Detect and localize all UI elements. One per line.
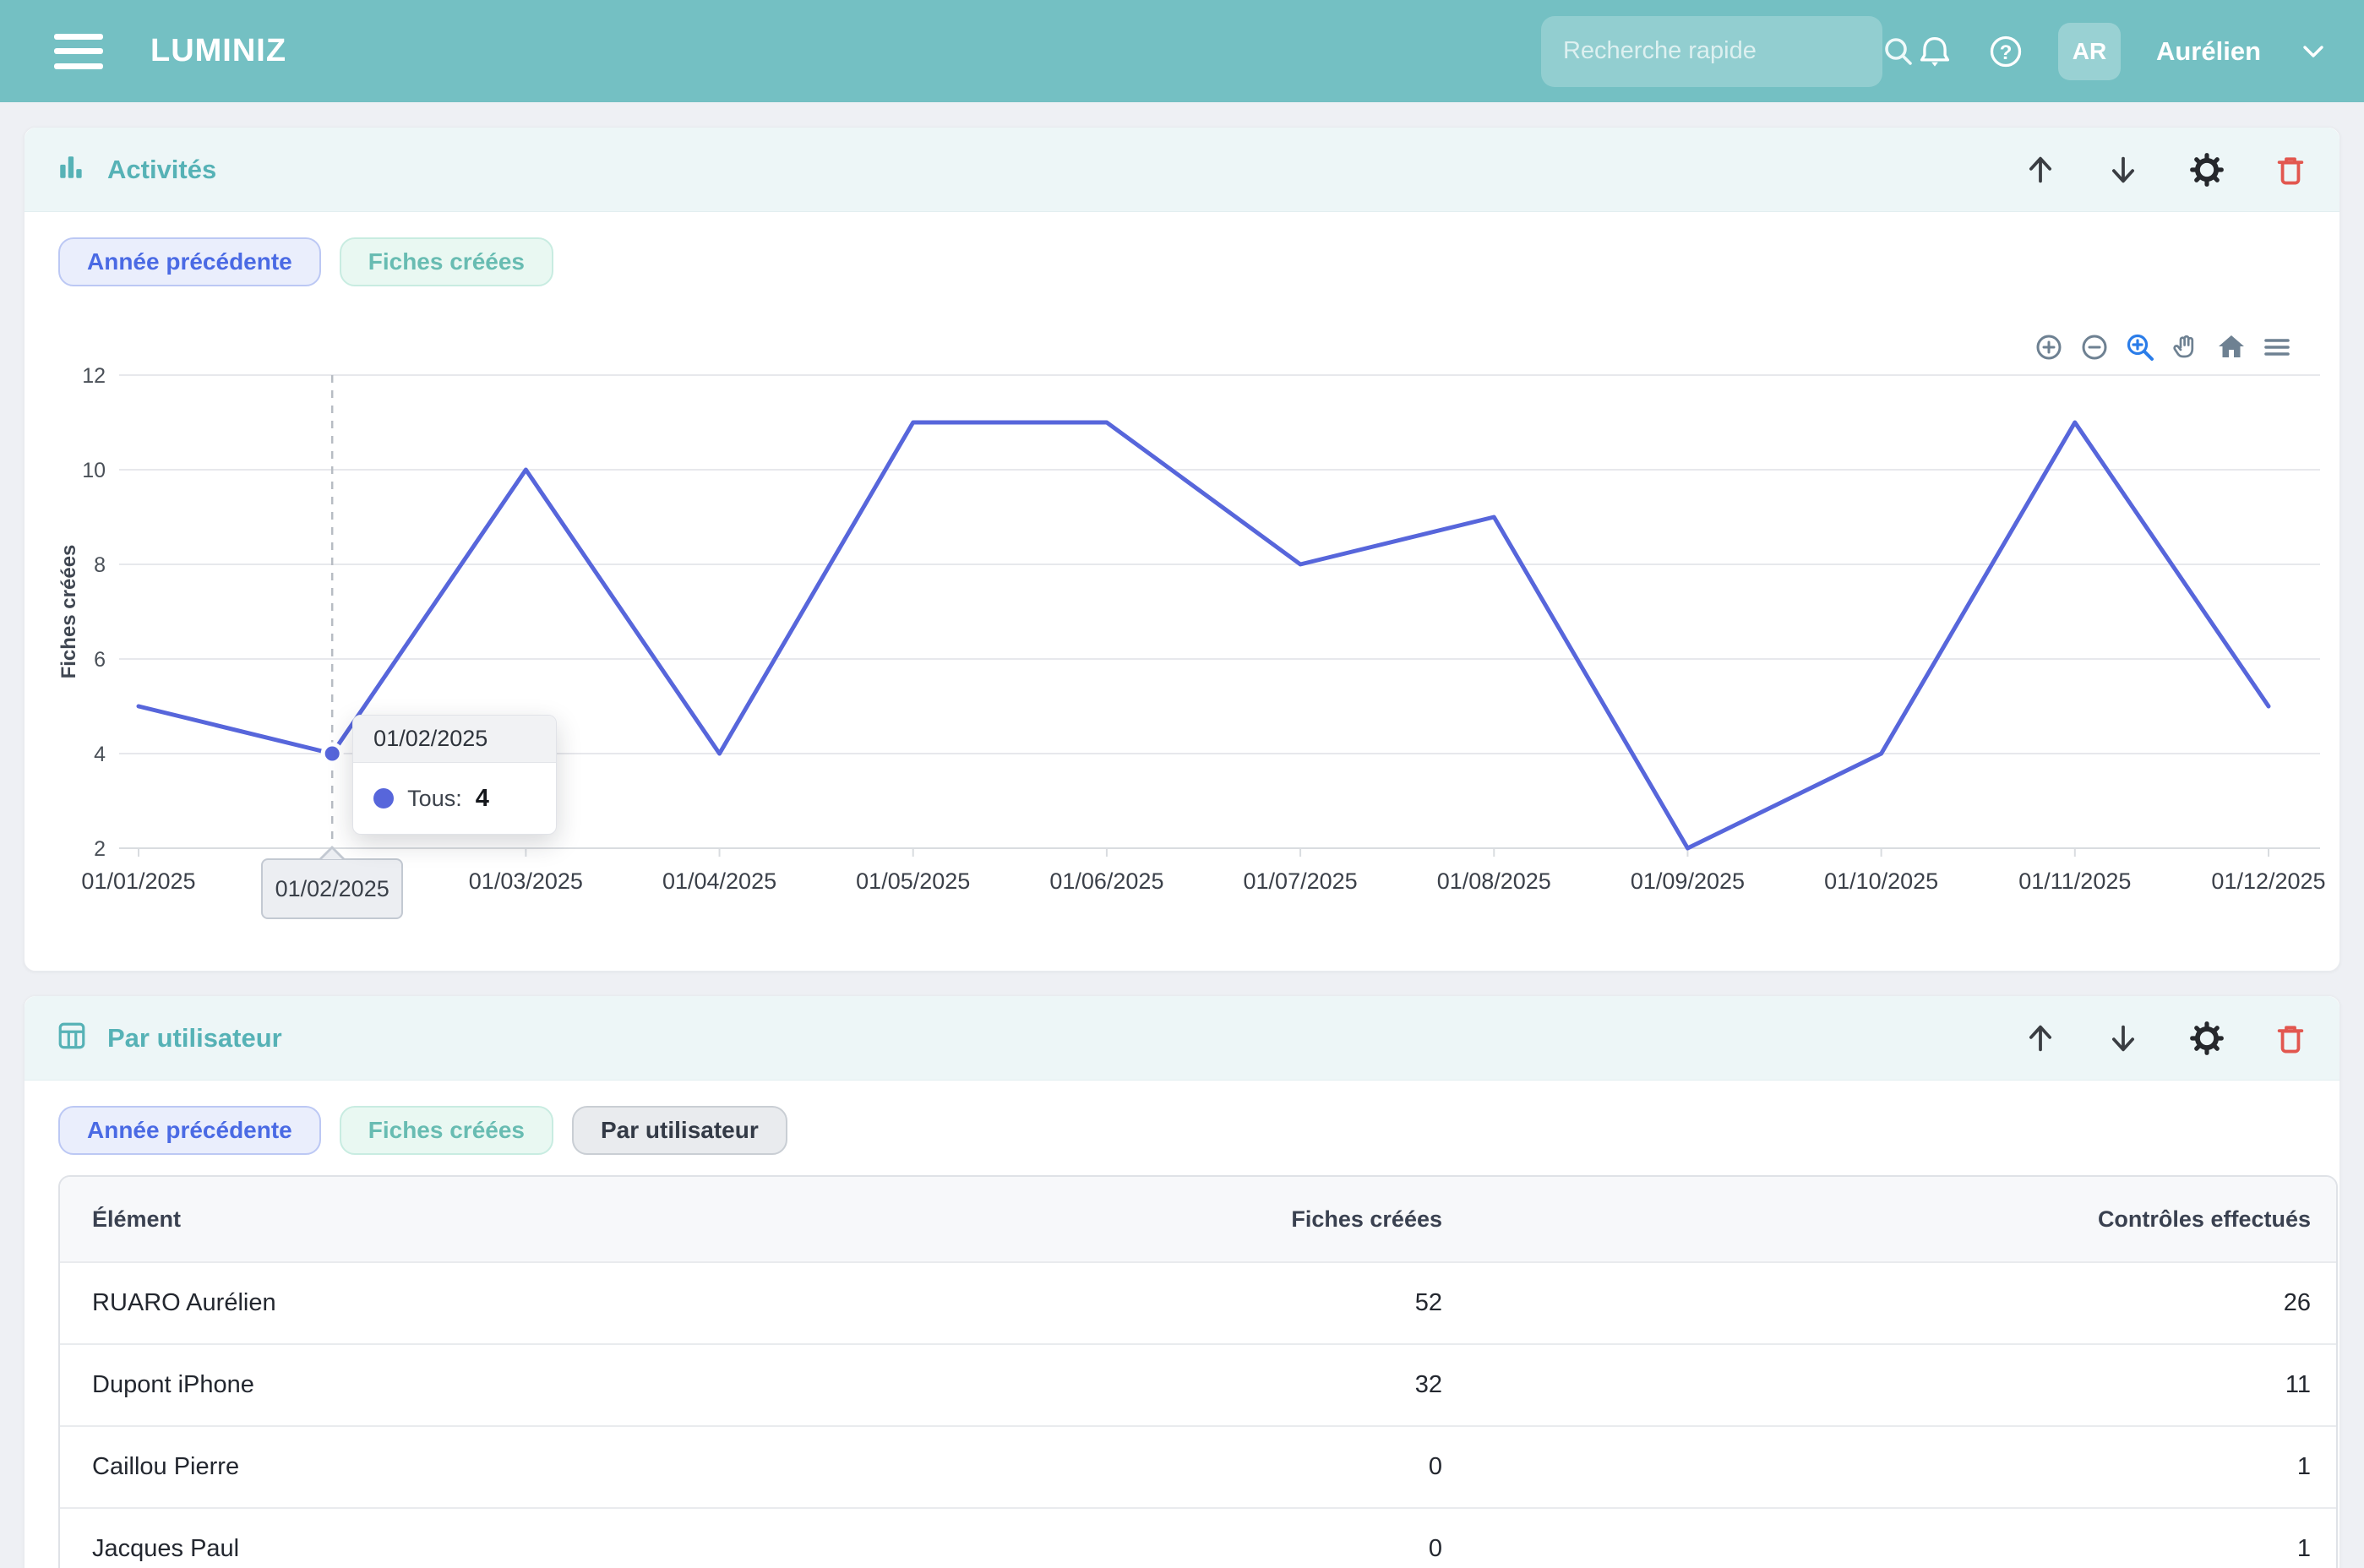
move-down-icon[interactable] bbox=[2106, 153, 2140, 187]
table-row: Caillou Pierre 0 1 bbox=[60, 1425, 2336, 1507]
zoom-in-icon[interactable] bbox=[2034, 332, 2064, 362]
activities-card: Activités bbox=[24, 127, 2340, 972]
user-name-cell: Jacques Paul bbox=[92, 1535, 240, 1562]
table-header-cell: Contrôles effectués bbox=[2097, 1206, 2311, 1232]
per-user-table: Élément Fiches créées Contrôles effectués R… bbox=[58, 1175, 2338, 1568]
search-input[interactable] bbox=[1562, 37, 1882, 65]
y-tick-label: 2 bbox=[94, 837, 106, 861]
x-tick-label: 01/08/2025 bbox=[1437, 868, 1551, 894]
table-row: Dupont iPhone 32 11 bbox=[60, 1343, 2336, 1425]
search-icon[interactable] bbox=[1882, 35, 1915, 68]
delete-trash-icon[interactable] bbox=[2274, 1021, 2307, 1055]
value-cell: 11 bbox=[2285, 1371, 2311, 1398]
x-tick-label: 01/12/2025 bbox=[2211, 868, 2325, 894]
zoom-out-icon[interactable] bbox=[2079, 332, 2110, 362]
move-up-icon[interactable] bbox=[2024, 153, 2057, 187]
y-tick-label: 6 bbox=[94, 648, 106, 672]
y-tick-label: 12 bbox=[82, 367, 106, 388]
hamburger-menu-icon[interactable] bbox=[54, 33, 103, 69]
filter-chip[interactable]: Par utilisateur bbox=[572, 1106, 787, 1155]
x-tick-label: 01/04/2025 bbox=[662, 868, 776, 894]
brand-logo: LUMINIZ bbox=[150, 33, 287, 68]
per-user-filter-chips: Année précédente Fiches créées Par utilisa… bbox=[58, 1106, 2339, 1155]
chart-menu-icon[interactable] bbox=[2262, 332, 2292, 362]
user-name[interactable]: Aurélien bbox=[2155, 35, 2261, 66]
y-tick-label: 4 bbox=[94, 743, 106, 766]
activities-card-header: Activités bbox=[25, 128, 2339, 212]
x-tick-label: 01/07/2025 bbox=[1244, 868, 1358, 894]
move-down-icon[interactable] bbox=[2106, 1021, 2140, 1055]
data-point-marker[interactable] bbox=[320, 742, 344, 765]
move-up-icon[interactable] bbox=[2024, 1021, 2057, 1055]
series-line bbox=[136, 420, 2271, 851]
user-name-cell: Dupont iPhone bbox=[92, 1371, 254, 1398]
tooltip-series-label: Tous: bbox=[407, 785, 462, 811]
home-reset-icon[interactable] bbox=[2216, 332, 2247, 362]
navbar-right: ? AR Aurélien bbox=[1540, 15, 2327, 87]
chevron-down-icon[interactable] bbox=[2300, 42, 2327, 61]
table-row: Jacques Paul 0 1 bbox=[60, 1507, 2336, 1568]
x-tick-label: 01/03/2025 bbox=[469, 868, 583, 894]
chart-canvas[interactable]: 2 4 6 8 10 12 01/01/2025 01/02/2025 01/03/2025 01… bbox=[57, 364, 2355, 934]
svg-text:?: ? bbox=[2000, 41, 2013, 63]
x-tick-label: 01/11/2025 bbox=[2018, 868, 2131, 894]
value-cell: 0 bbox=[1428, 1535, 1442, 1562]
user-name-cell: Caillou Pierre bbox=[92, 1453, 240, 1480]
top-navbar: LUMINIZ ? AR Aurélien bbox=[0, 0, 2364, 102]
y-axis-title: Fiches créées bbox=[58, 545, 80, 679]
avatar[interactable]: AR bbox=[2057, 22, 2121, 80]
x-tick-label: 01/01/2025 bbox=[81, 868, 195, 894]
card-actions bbox=[2024, 1021, 2307, 1056]
tooltip-body: Tous: 4 bbox=[353, 763, 556, 834]
value-cell: 52 bbox=[1414, 1289, 1442, 1316]
per-user-card-header: Par utilisateur bbox=[25, 996, 2339, 1081]
tooltip-value: 4 bbox=[475, 784, 489, 812]
x-tick-label: 01/09/2025 bbox=[1631, 868, 1745, 894]
quick-search[interactable] bbox=[1540, 15, 1912, 87]
tooltip-date: 01/02/2025 bbox=[353, 716, 557, 763]
x-tick-label: 01/05/2025 bbox=[856, 868, 970, 894]
user-name-cell: RUARO Aurélien bbox=[92, 1289, 276, 1316]
filter-chip[interactable]: Année précédente bbox=[58, 237, 321, 286]
filter-chip[interactable]: Année précédente bbox=[58, 1106, 321, 1155]
card-actions bbox=[2024, 152, 2307, 188]
selection-zoom-icon[interactable] bbox=[2125, 332, 2155, 362]
notifications-bell-icon[interactable] bbox=[1916, 33, 1953, 70]
chart-toolbar bbox=[2034, 332, 2292, 362]
table-header-cell: Fiches créées bbox=[1291, 1206, 1442, 1232]
settings-gear-icon[interactable] bbox=[2189, 1021, 2225, 1056]
table-row: RUARO Aurélien 52 26 bbox=[60, 1261, 2336, 1343]
bar-chart-icon bbox=[57, 152, 87, 187]
delete-trash-icon[interactable] bbox=[2274, 153, 2307, 187]
value-cell: 32 bbox=[1414, 1371, 1442, 1398]
value-cell: 1 bbox=[2296, 1535, 2311, 1562]
settings-gear-icon[interactable] bbox=[2189, 152, 2225, 188]
series-marker-dot bbox=[373, 788, 395, 808]
pan-hand-icon[interactable] bbox=[2171, 332, 2201, 362]
value-cell: 0 bbox=[1428, 1453, 1442, 1480]
value-cell: 1 bbox=[2296, 1453, 2311, 1480]
line-chart[interactable]: 2 4 6 8 10 12 01/01/2025 01/02/2025 01/03/2025 01… bbox=[57, 364, 2355, 934]
table-header-cell: Élément bbox=[92, 1206, 182, 1232]
per-user-card: Par utilisateur bbox=[24, 995, 2340, 1568]
xaxis-tooltip: 01/02/2025 bbox=[261, 846, 404, 919]
activities-filter-chips: Année précédente Fiches créées bbox=[58, 237, 2339, 286]
chart-tooltip: 01/02/2025 Tous: 4 bbox=[352, 715, 558, 835]
table-header-row: Élément Fiches créées Contrôles effectués bbox=[60, 1177, 2336, 1261]
card-title: Activités bbox=[107, 154, 217, 184]
value-cell: 26 bbox=[2283, 1289, 2311, 1316]
card-title: Par utilisateur bbox=[107, 1022, 282, 1053]
y-tick-label: 8 bbox=[94, 553, 106, 577]
filter-chip[interactable]: Fiches créées bbox=[339, 1106, 553, 1155]
y-tick-label: 10 bbox=[82, 459, 106, 482]
filter-chip[interactable]: Fiches créées bbox=[339, 237, 553, 286]
x-tick-label: 01/10/2025 bbox=[1824, 868, 1938, 894]
x-tick-label: 01/06/2025 bbox=[1049, 868, 1163, 894]
help-icon[interactable]: ? bbox=[1987, 33, 2024, 70]
table-icon bbox=[57, 1021, 87, 1055]
